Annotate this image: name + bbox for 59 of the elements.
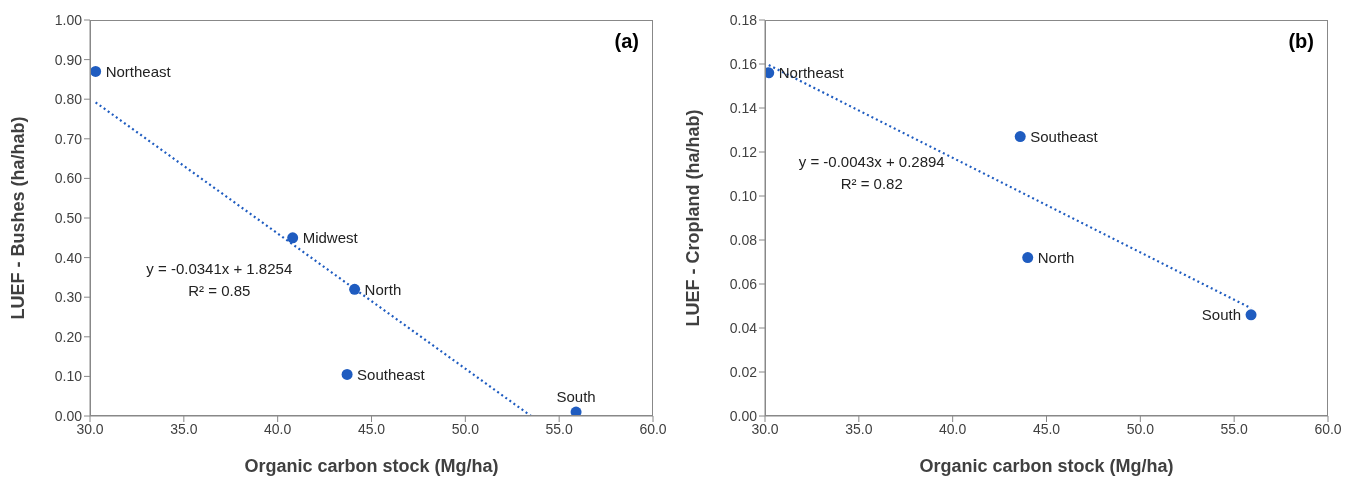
y-tick-label: 0.12 bbox=[729, 143, 758, 160]
point bbox=[341, 368, 353, 380]
point bbox=[1014, 131, 1026, 143]
y-tick-label: 0.10 bbox=[54, 368, 83, 385]
point bbox=[349, 283, 361, 295]
y-tick-label: 0.90 bbox=[54, 51, 83, 68]
x-axis-title: Organic carbon stock (Mg/ha) bbox=[244, 456, 499, 476]
y-tick-label: 0.06 bbox=[729, 275, 758, 292]
x-tick-label: 45.0 bbox=[357, 420, 386, 437]
y-tick-label: 0.10 bbox=[729, 187, 758, 204]
x-tick-label: 35.0 bbox=[170, 420, 198, 437]
annotation: South bbox=[1201, 306, 1242, 324]
y-tick-label: 0.04 bbox=[729, 319, 758, 336]
y-tick-label: 1.00 bbox=[54, 11, 83, 28]
y-tick-label: 0.16 bbox=[729, 55, 758, 72]
x-tick-label: 35.0 bbox=[845, 420, 873, 437]
y-axis-title: LUEF - Bushes (ha/hab) bbox=[8, 116, 29, 320]
annotation: R² = 0.82 bbox=[839, 173, 904, 194]
annotation: North bbox=[364, 280, 402, 298]
annotation: y = -0.0043x + 0.2894 bbox=[798, 151, 945, 172]
y-tick-label: 0.14 bbox=[729, 99, 758, 116]
x-tick-label: 50.0 bbox=[1126, 420, 1155, 437]
x-tick-label: 40.0 bbox=[264, 420, 292, 437]
annotation: North bbox=[1037, 248, 1075, 266]
point bbox=[765, 67, 775, 79]
annotation: R² = 0.85 bbox=[187, 280, 252, 301]
point bbox=[90, 65, 102, 77]
x-axis-title: Organic carbon stock (Mg/ha) bbox=[919, 456, 1174, 476]
y-tick-label: 0.50 bbox=[54, 209, 83, 226]
annotation: Northeast bbox=[105, 62, 172, 80]
y-tick-label: 0.80 bbox=[54, 91, 83, 108]
y-tick-label: 0.30 bbox=[54, 289, 83, 306]
point bbox=[570, 406, 582, 416]
point bbox=[1022, 252, 1034, 264]
text: (b) bbox=[1288, 30, 1314, 53]
x-tick-label: 55.0 bbox=[545, 420, 573, 437]
x-tick-label: 55.0 bbox=[1220, 420, 1248, 437]
y-tick-label: 0.18 bbox=[729, 11, 758, 28]
x-tick-label: 60.0 bbox=[1314, 420, 1342, 437]
annotation: Midwest bbox=[302, 229, 359, 247]
y-tick-label: 0.02 bbox=[729, 363, 758, 380]
annotation: y = -0.0341x + 1.8254 bbox=[146, 258, 293, 279]
annotation: Southeast bbox=[357, 365, 426, 383]
annotation: Southeast bbox=[1030, 127, 1099, 145]
y-tick-label: 0.08 bbox=[729, 231, 758, 248]
y-axis-title: LUEF - Cropland (ha/hab) bbox=[683, 109, 704, 327]
y-tick-label: 0.20 bbox=[54, 328, 83, 345]
annotation: Northeast bbox=[778, 64, 845, 82]
annotation: South bbox=[556, 388, 596, 406]
text: (a) bbox=[614, 30, 639, 53]
x-tick-label: 40.0 bbox=[939, 420, 967, 437]
x-tick-label: 60.0 bbox=[639, 420, 667, 437]
x-tick-label: 50.0 bbox=[451, 420, 480, 437]
y-tick-label: 0.70 bbox=[54, 130, 83, 147]
point bbox=[1245, 309, 1257, 321]
x-tick-label: 45.0 bbox=[1032, 420, 1061, 437]
y-tick-label: 0.60 bbox=[54, 170, 83, 187]
point bbox=[287, 232, 299, 244]
y-tick-label: 0.40 bbox=[54, 249, 83, 266]
